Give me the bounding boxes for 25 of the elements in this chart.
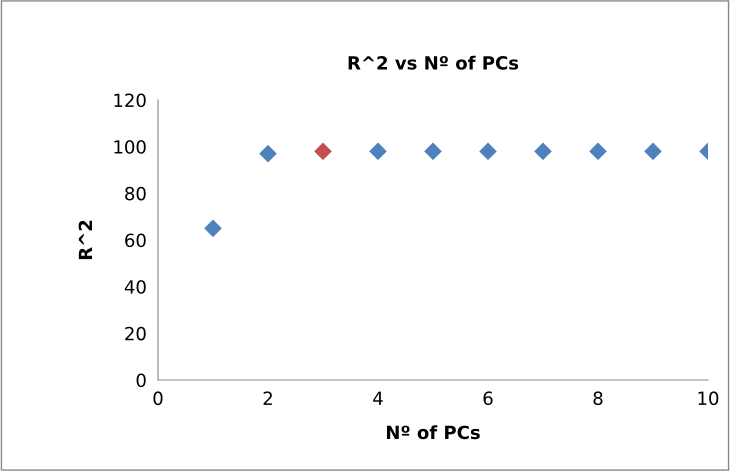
y-tick-label: 40 [124,280,146,294]
x-tick-label: 6 [484,391,493,406]
point [314,142,332,160]
y-tick-label: 100 [114,140,146,154]
x-axis-title: Nº of PCs [386,425,480,440]
x-tick-label: 2 [264,391,272,405]
x-tick-label: 10 [698,391,718,406]
y-tick-label: 80 [125,186,146,200]
x-tick-label: 0 [153,391,163,406]
point [644,142,662,160]
x-tick-label: 8 [593,391,603,406]
y-tick-label: 60 [125,233,146,248]
chart-title: R^2 vs Nº of PCs [348,56,518,70]
point [424,142,442,160]
y-tick-label: 20 [125,326,146,340]
point [589,142,607,160]
y-tick-label: 120 [114,93,146,108]
point [534,142,552,160]
point [369,142,387,160]
point [204,220,222,238]
y-axis-title: R^2 [78,220,92,260]
y-tick-label: 0 [136,373,146,388]
point [259,144,277,162]
point [479,142,497,160]
x-tick-label: 4 [373,392,383,405]
